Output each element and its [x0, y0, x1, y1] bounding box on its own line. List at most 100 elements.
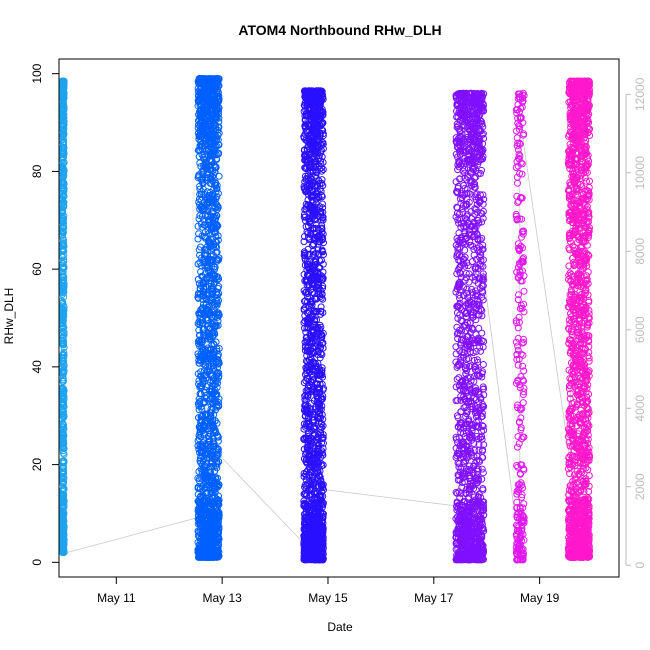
data-point	[204, 320, 212, 328]
data-point	[197, 416, 205, 424]
data-point	[197, 147, 205, 154]
data-point	[307, 362, 315, 370]
data-point	[211, 75, 219, 83]
data-point	[200, 325, 207, 333]
data-point	[204, 449, 212, 457]
data-point	[207, 541, 215, 549]
plot-area	[58, 75, 594, 564]
data-point	[196, 510, 204, 518]
data-point	[319, 130, 327, 138]
data-point	[206, 297, 214, 305]
data-point	[60, 440, 68, 448]
data-point	[208, 382, 216, 390]
data-point	[211, 137, 219, 145]
data-point	[213, 88, 221, 96]
data-point	[212, 83, 220, 90]
data-point	[60, 285, 68, 293]
data-point	[212, 126, 220, 134]
data-point	[215, 345, 223, 352]
data-point	[196, 94, 204, 102]
data-point	[198, 375, 206, 383]
data-point	[204, 84, 212, 91]
data-point	[317, 303, 325, 311]
data-point	[198, 443, 206, 451]
data-point	[307, 164, 315, 172]
data-point	[204, 310, 212, 318]
data-point	[202, 84, 210, 92]
data-point	[206, 117, 214, 125]
data-point	[200, 162, 208, 170]
data-point	[194, 370, 202, 378]
data-point	[215, 297, 222, 304]
data-point	[199, 179, 206, 186]
data-point	[197, 105, 205, 113]
data-point	[215, 254, 223, 262]
data-point	[60, 348, 68, 356]
data-point	[202, 470, 210, 478]
data-point	[211, 301, 218, 309]
data-point	[60, 126, 67, 134]
data-point	[60, 474, 68, 482]
data-point	[212, 398, 220, 406]
data-point	[59, 139, 67, 147]
data-point	[209, 321, 217, 329]
data-point	[206, 538, 214, 545]
data-point	[211, 532, 219, 540]
data-point	[213, 243, 221, 251]
data-point	[195, 326, 203, 334]
data-point	[212, 121, 220, 129]
data-point	[59, 225, 67, 232]
data-point	[206, 99, 214, 107]
data-point	[204, 227, 212, 234]
data-point	[206, 148, 214, 156]
data-point	[59, 231, 67, 239]
data-point	[211, 84, 219, 92]
data-point	[59, 319, 67, 327]
data-point	[209, 186, 217, 194]
data-point	[319, 484, 327, 492]
data-point	[213, 345, 221, 353]
data-point	[212, 474, 220, 481]
data-point	[300, 271, 308, 278]
data-point	[199, 345, 207, 353]
data-point	[210, 551, 218, 559]
data-point	[199, 412, 207, 420]
data-point	[59, 480, 67, 488]
data-point	[212, 526, 220, 534]
data-point	[204, 519, 212, 527]
data-point	[304, 402, 312, 410]
data-point	[60, 535, 68, 543]
data-point	[197, 113, 205, 121]
data-point	[197, 413, 205, 421]
data-point	[206, 87, 214, 95]
data-point	[197, 310, 205, 318]
data-point	[300, 146, 308, 154]
data-point	[205, 174, 212, 182]
data-point	[198, 517, 206, 524]
data-point	[208, 285, 216, 293]
data-point	[211, 278, 219, 286]
data-point	[60, 239, 67, 247]
data-point	[310, 182, 318, 190]
data-point	[199, 280, 207, 288]
data-point	[206, 132, 214, 140]
data-point	[203, 274, 211, 281]
data-point	[302, 297, 310, 305]
data-point	[197, 337, 205, 345]
data-point	[59, 84, 67, 92]
data-point	[60, 130, 68, 138]
data-point	[196, 212, 204, 220]
data-point	[318, 246, 326, 254]
data-point	[211, 417, 219, 425]
data-point	[195, 406, 203, 414]
data-point	[208, 212, 216, 220]
data-point	[197, 268, 205, 276]
data-point	[197, 109, 205, 117]
data-point	[207, 280, 215, 288]
data-point	[196, 251, 204, 259]
data-point	[60, 264, 68, 272]
data-point	[59, 188, 67, 196]
data-point	[60, 548, 68, 556]
data-point	[199, 457, 207, 465]
data-point	[209, 355, 217, 363]
